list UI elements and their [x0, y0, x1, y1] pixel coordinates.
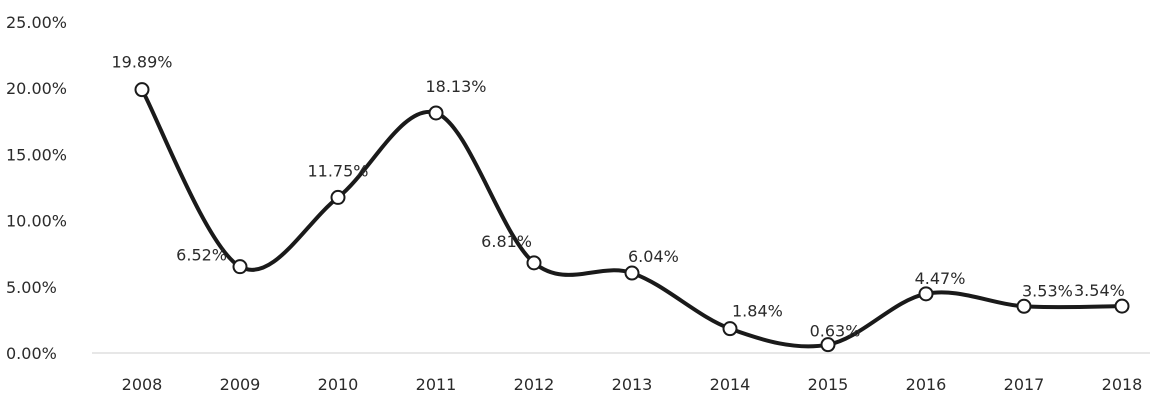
data-label-2018: 3.54%: [1074, 281, 1125, 300]
data-point-2012: [526, 255, 542, 271]
data-point-2015: [820, 337, 836, 353]
data-label-2008: 19.89%: [111, 53, 172, 72]
x-tick-label: 2015: [808, 375, 849, 394]
data-label-2012: 6.81%: [481, 232, 532, 251]
data-label-2013: 6.04%: [628, 247, 679, 266]
x-tick-label: 2017: [1004, 375, 1045, 394]
data-point-2014: [722, 321, 738, 337]
x-tick-label: 2014: [710, 375, 751, 394]
data-point-2013: [624, 265, 640, 281]
data-label-2010: 11.75%: [307, 161, 368, 180]
data-point-2018: [1114, 298, 1130, 314]
x-tick-label: 2018: [1102, 375, 1143, 394]
x-tick-label: 2011: [416, 375, 457, 394]
data-point-2010: [330, 189, 346, 205]
y-tick-label: 15.00%: [6, 145, 67, 164]
data-label-2017: 3.53%: [1022, 281, 1073, 300]
x-tick-label: 2012: [514, 375, 555, 394]
data-label-2015: 0.63%: [810, 322, 861, 341]
x-axis: 2008 2009 2010 2011 2012 2013 2014 2015 2016 2017…: [122, 375, 1143, 394]
y-tick-label: 25.00%: [6, 13, 67, 32]
data-labels: 19.89% 6.52% 11.75% 18.13% 6.81% 6.04% 1.84% 0.…: [111, 53, 1124, 341]
data-points: [134, 82, 1130, 353]
x-tick-label: 2013: [612, 375, 653, 394]
x-tick-label: 2009: [220, 375, 261, 394]
data-point-2017: [1016, 298, 1032, 314]
data-point-2009: [232, 259, 248, 275]
y-tick-label: 10.00%: [6, 212, 67, 231]
y-tick-label: 0.00%: [6, 344, 57, 363]
y-tick-label: 5.00%: [6, 278, 57, 297]
x-tick-label: 2010: [318, 375, 359, 394]
data-label-2011: 18.13%: [425, 77, 486, 96]
y-axis: 25.00% 20.00% 15.00% 10.00% 5.00% 0.00%: [6, 13, 67, 363]
data-label-2009: 6.52%: [176, 246, 227, 265]
series-line: [140, 87, 1124, 349]
data-label-2014: 1.84%: [732, 302, 783, 321]
data-point-2011: [428, 105, 444, 121]
data-point-2016: [918, 286, 934, 302]
x-tick-label: 2016: [906, 375, 947, 394]
data-label-2016: 4.47%: [915, 269, 966, 288]
x-tick-label: 2008: [122, 375, 163, 394]
y-tick-label: 20.00%: [6, 79, 67, 98]
data-point-2008: [134, 82, 150, 98]
